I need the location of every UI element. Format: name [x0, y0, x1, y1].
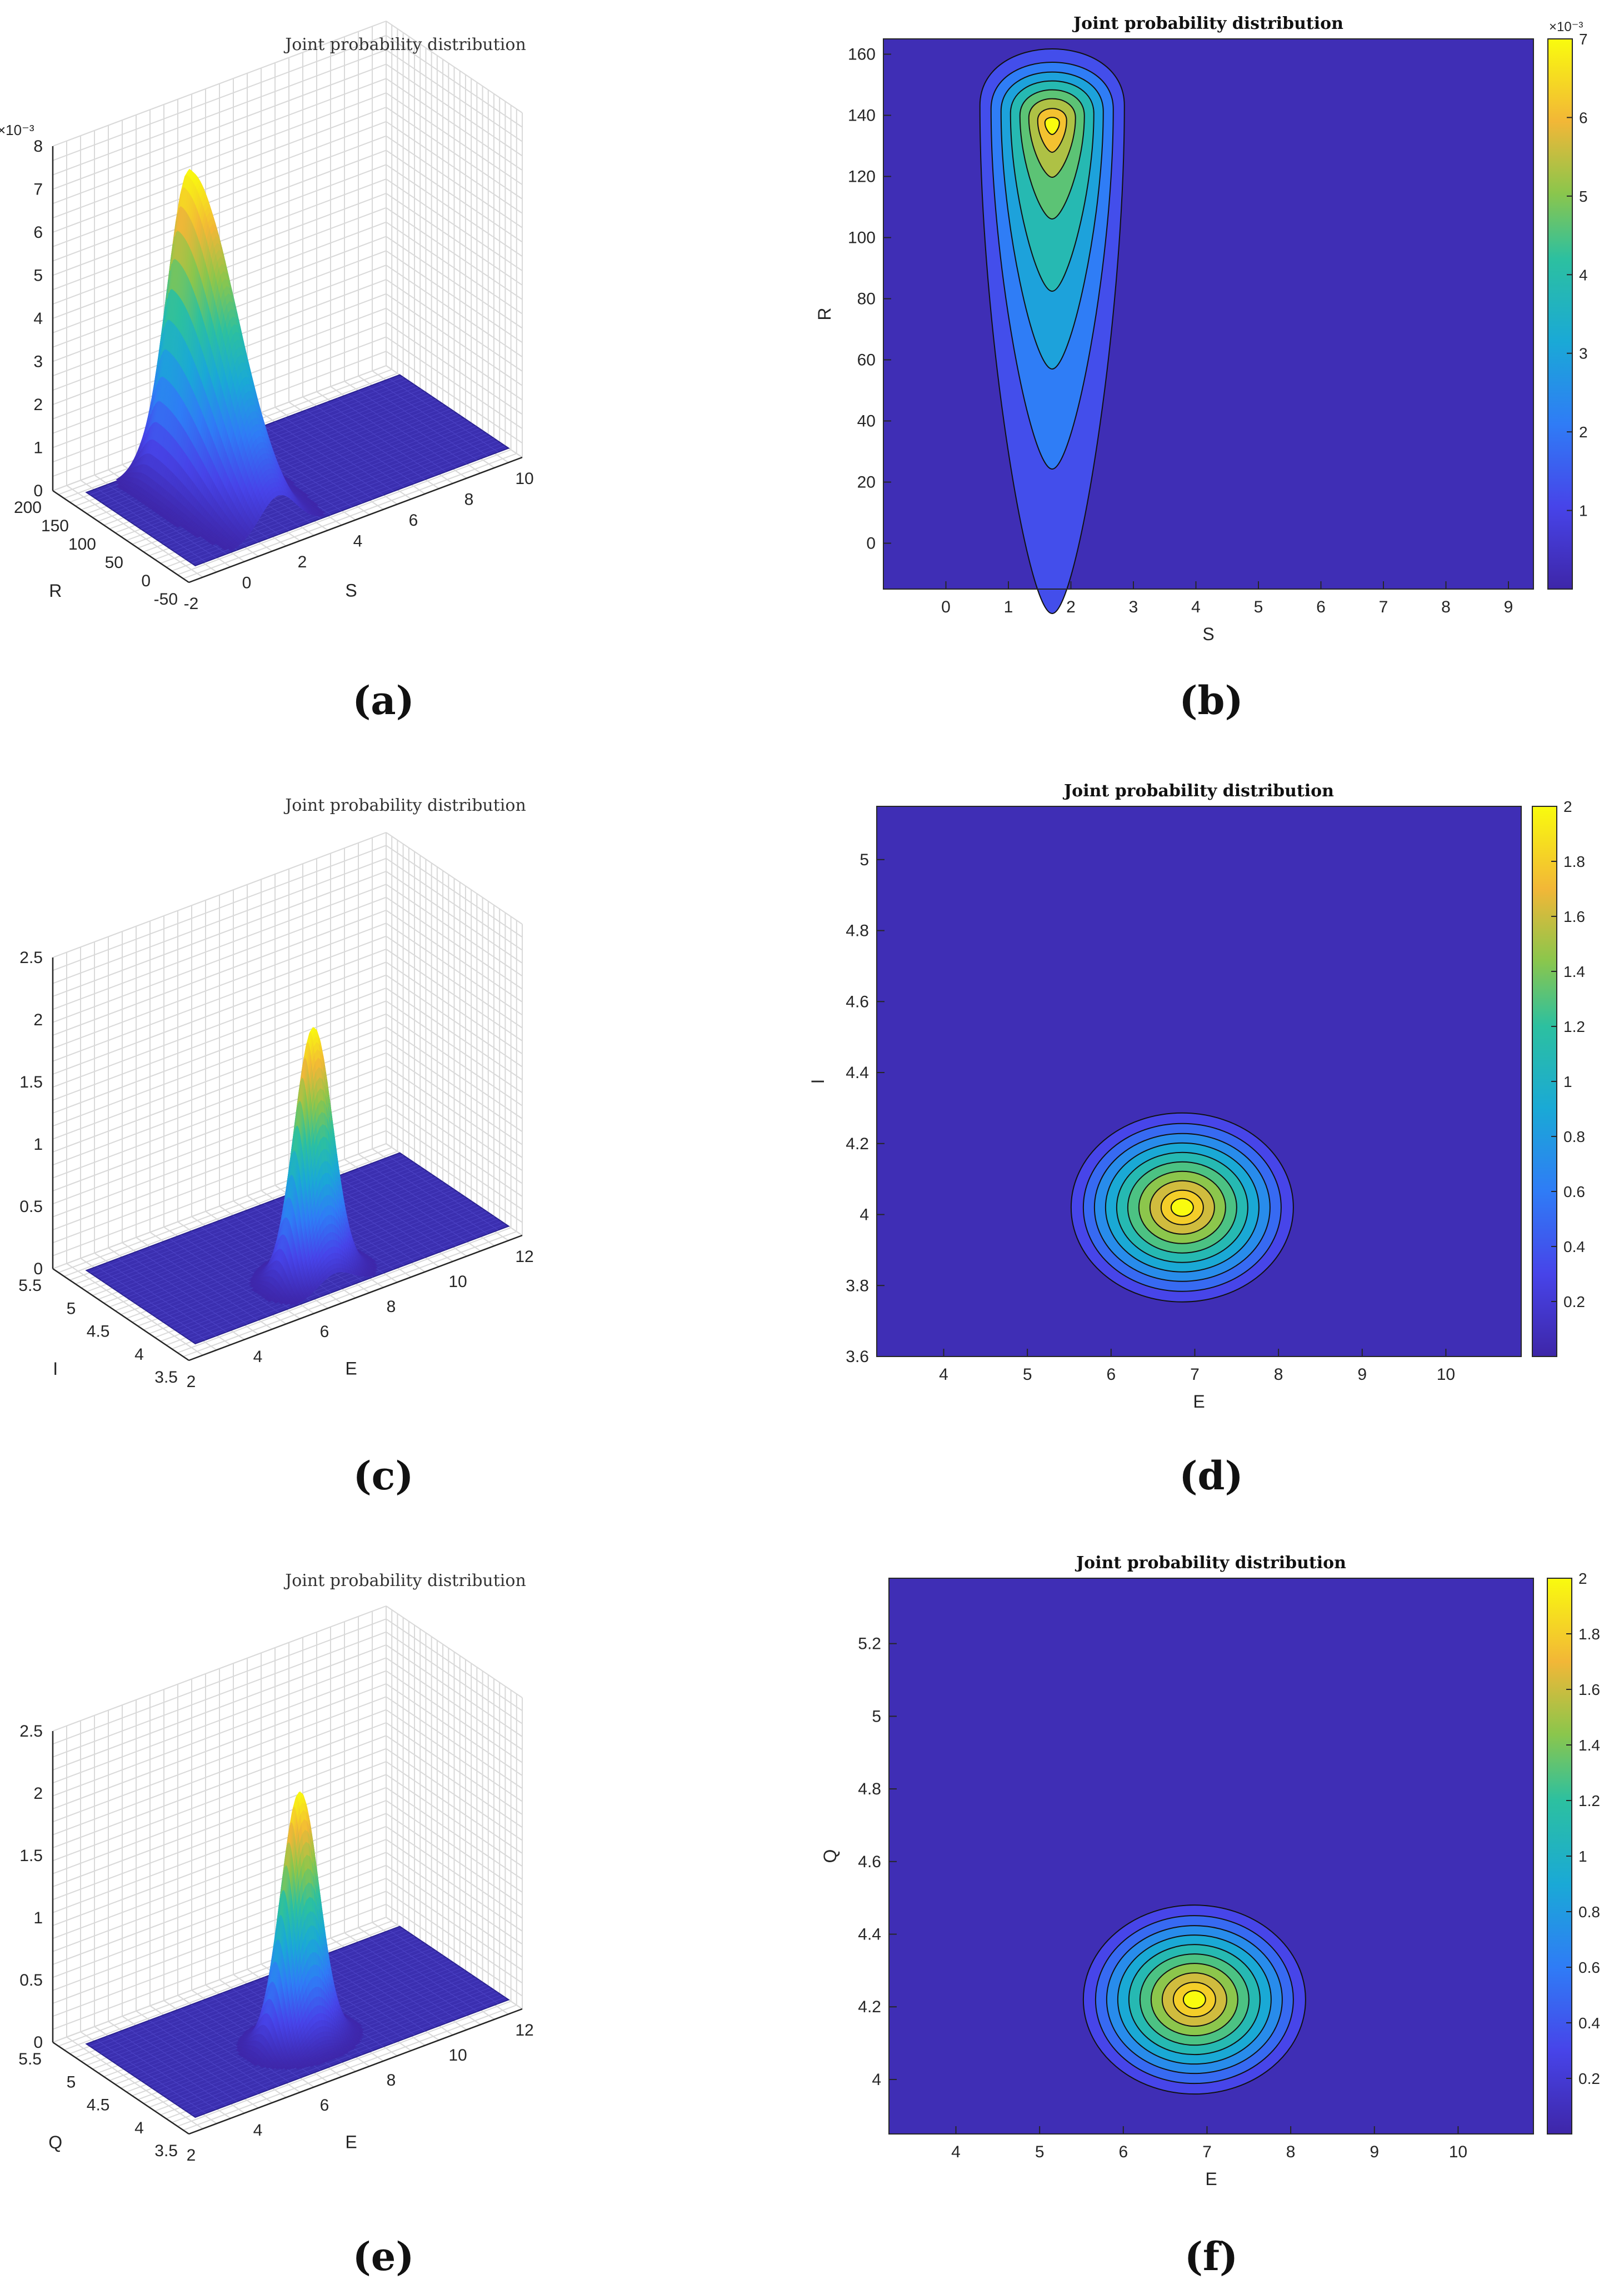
colorbar-tick-label: 5 [1579, 188, 1588, 205]
y-tick-label: 140 [848, 107, 876, 125]
z-tick-label: 7 [33, 181, 43, 199]
z-tick-label: 5 [33, 267, 43, 285]
z-tick-label: 0 [33, 482, 43, 500]
x-tick-label: 2 [1066, 598, 1076, 616]
y-tick-label: 40 [857, 412, 876, 431]
x-tick-label: 7 [1379, 598, 1388, 616]
y-tick-label: 100 [848, 229, 876, 247]
colorbar-tick-label: 1 [1579, 502, 1588, 520]
y-axis-label: R [815, 307, 835, 320]
colorbar [1548, 39, 1572, 589]
x-tick-label: 8 [464, 491, 474, 509]
contour-panel-b: 0 1 2 3 4 5 6 7 8 9 0 20 40 60 80 100 120 140 160 S R Joint p… [815, 14, 1588, 644]
y-tick-label: 200 [14, 498, 42, 517]
z-tick-label: 1 [33, 439, 43, 457]
x-axis-label: S [1202, 624, 1214, 644]
x-tick-label: 0 [242, 574, 252, 592]
x-tick-label: 9 [1504, 598, 1513, 616]
x-tick-label: 5 [1254, 598, 1263, 616]
colorbar-tick-label: 6 [1579, 109, 1588, 126]
x-axis-label: S [345, 581, 357, 601]
chart-title: Joint probability distribution [1072, 14, 1343, 33]
y-tick-label: 0 [141, 572, 151, 590]
colorbar-tick-label: 2 [1579, 423, 1588, 441]
y-tick-label: 0 [866, 535, 876, 553]
y-tick-label: 60 [857, 351, 876, 370]
z-tick-label: 8 [33, 137, 43, 156]
x-tick-label: 3 [1129, 598, 1138, 616]
surface-panel-a: 012345678-20246810-50050100150200SR×10⁻³… [0, 21, 534, 613]
y-tick-label: 120 [848, 168, 876, 186]
colorbar-tick-label: 3 [1579, 345, 1588, 362]
z-tick-label: 4 [33, 310, 43, 328]
z-tick-label: 6 [33, 223, 43, 242]
z-exponent-label: ×10⁻³ [0, 122, 34, 138]
x-tick-label: 10 [515, 470, 533, 488]
chart-title: Joint probability distribution [283, 35, 526, 54]
x-tick-label: 0 [941, 598, 951, 616]
x-tick-label: 2 [298, 553, 307, 571]
y-tick-label: 150 [41, 517, 69, 535]
y-tick-label: 20 [857, 473, 876, 492]
z-tick-label: 3 [33, 353, 43, 371]
y-tick-label: 80 [857, 290, 876, 308]
x-tick-label: 6 [409, 511, 418, 530]
x-tick-label: 4 [353, 532, 363, 551]
x-tick-label: 6 [1316, 598, 1326, 616]
y-axis-label: R [49, 581, 62, 601]
z-tick-label: 2 [33, 396, 43, 414]
colorbar-tick-label: 4 [1579, 266, 1588, 283]
y-tick-label: 160 [848, 46, 876, 64]
y-tick-label: -50 [154, 590, 178, 609]
y-tick-label: 100 [68, 535, 96, 553]
x-tick-label: 1 [1004, 598, 1013, 616]
y-tick-label: 50 [105, 553, 123, 572]
x-tick-label: 4 [1191, 598, 1201, 616]
x-tick-label: -2 [184, 595, 199, 613]
x-tick-label: 8 [1441, 598, 1451, 616]
colorbar-exponent: ×10⁻³ [1549, 19, 1583, 34]
